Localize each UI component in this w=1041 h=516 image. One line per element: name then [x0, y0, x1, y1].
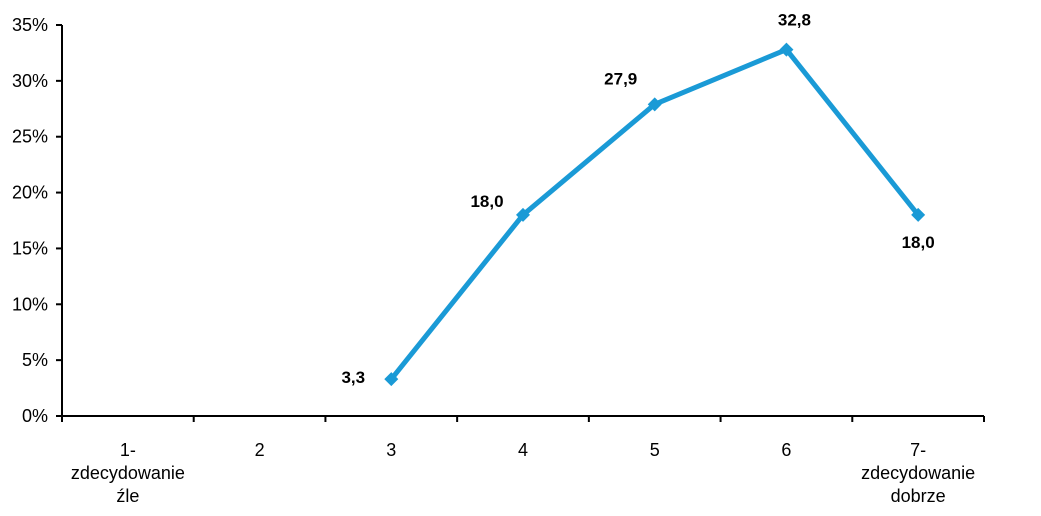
- y-axis-tick-labels: 0% 5% 10% 15% 20% 25% 30% 35%: [12, 15, 48, 426]
- data-label: 18,0: [470, 192, 503, 211]
- data-point-marker: [779, 42, 794, 57]
- y-tick-label: 25%: [12, 127, 48, 147]
- y-tick-label: 20%: [12, 183, 48, 203]
- x-tick-label-line: 7-: [910, 440, 926, 460]
- x-tick-label-line: 5: [650, 440, 660, 460]
- x-axis-tick-labels: 1- zdecydowanie źle 2 3 4 5 6 7- zdecydowanie dobr…: [71, 440, 975, 506]
- x-tick-label: 6: [781, 440, 791, 460]
- x-tick-label: 4: [518, 440, 528, 460]
- y-tick-label: 5%: [22, 350, 48, 370]
- chart-axes: [56, 24, 985, 422]
- x-tick-label-line: zdecydowanie: [71, 463, 185, 483]
- x-tick-label: 5: [650, 440, 660, 460]
- x-tick-label-line: zdecydowanie: [861, 463, 975, 483]
- x-tick-label: 1- zdecydowanie źle: [71, 440, 185, 506]
- y-tick-label: 35%: [12, 15, 48, 35]
- data-label: 27,9: [604, 69, 637, 88]
- series-group: [384, 42, 926, 387]
- y-tick-label: 10%: [12, 294, 48, 314]
- data-point-marker: [384, 372, 399, 387]
- data-labels-group: 3,3 18,0 27,9 32,8 18,0: [341, 11, 934, 388]
- data-point-marker: [647, 97, 662, 112]
- x-tick-label: 2: [255, 440, 265, 460]
- y-tick-label: 0%: [22, 406, 48, 426]
- x-tick-label-line: 6: [781, 440, 791, 460]
- x-tick-label-line: 2: [255, 440, 265, 460]
- x-tick-label-line: 4: [518, 440, 528, 460]
- data-label: 3,3: [341, 368, 365, 387]
- data-label: 32,8: [778, 11, 811, 30]
- data-point-marker: [516, 207, 530, 222]
- x-tick-label: 7- zdecydowanie dobrze: [861, 440, 975, 506]
- x-tick-label-line: 3: [386, 440, 396, 460]
- data-point-marker: [911, 207, 926, 222]
- x-tick-label: 3: [386, 440, 396, 460]
- data-label: 18,0: [902, 233, 935, 252]
- x-tick-label-line: źle: [116, 486, 139, 506]
- x-tick-label-line: dobrze: [891, 486, 946, 506]
- y-tick-label: 15%: [12, 238, 48, 258]
- y-tick-label: 30%: [12, 71, 48, 91]
- x-tick-label-line: 1-: [120, 440, 136, 460]
